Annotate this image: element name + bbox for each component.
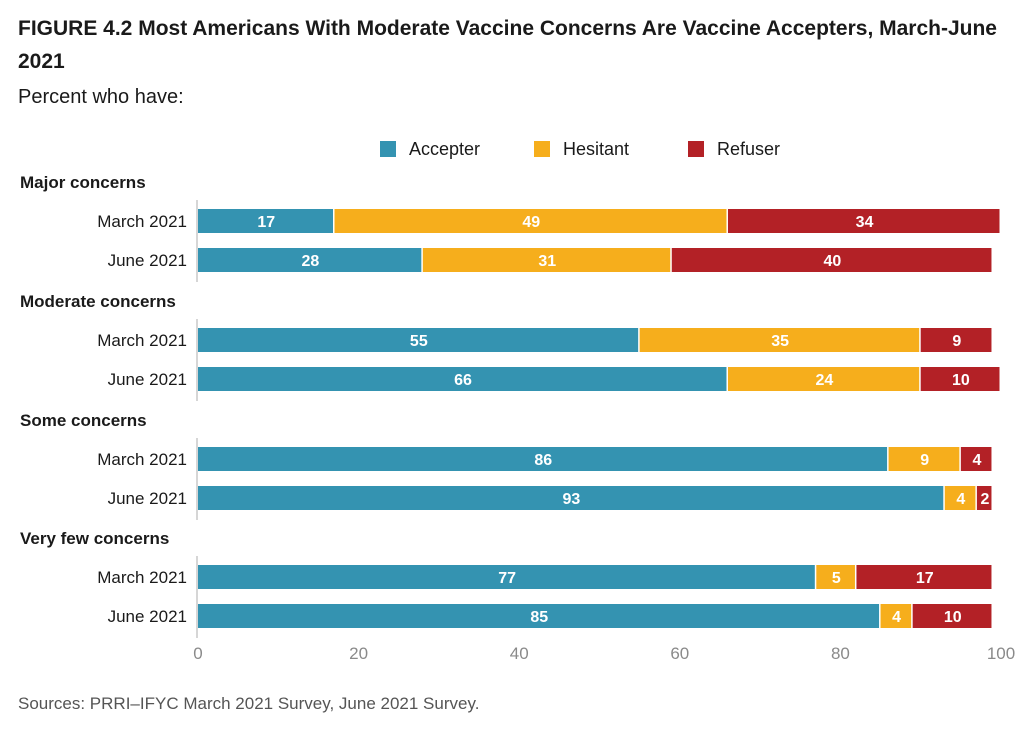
row-label: June 2021 bbox=[108, 251, 187, 270]
row-label: March 2021 bbox=[97, 212, 187, 231]
data-label-hesitant: 49 bbox=[522, 214, 540, 231]
bar-segment-refuser bbox=[920, 367, 1000, 391]
data-label-accepter: 17 bbox=[257, 214, 275, 231]
bar-segment-accepter bbox=[198, 328, 639, 352]
bar-segment-refuser bbox=[671, 248, 992, 272]
bar-segment-hesitant bbox=[880, 604, 912, 628]
bar-segment-refuser bbox=[960, 447, 992, 471]
group-label: Some concerns bbox=[20, 411, 147, 430]
stacked-bar-chart: Accepter Hesitant Refuser Major concerns Mar… bbox=[20, 139, 1015, 663]
data-label-accepter: 93 bbox=[562, 491, 580, 508]
data-label-accepter: 66 bbox=[454, 372, 472, 389]
x-tick-label: 40 bbox=[510, 644, 529, 663]
legend-label-hesitant: Hesitant bbox=[563, 139, 629, 159]
bar-segment-refuser bbox=[976, 486, 992, 510]
bar-segment-hesitant bbox=[944, 486, 976, 510]
data-label-refuser: 9 bbox=[952, 333, 961, 350]
data-label-hesitant: 24 bbox=[815, 372, 833, 389]
data-label-accepter: 86 bbox=[534, 452, 552, 469]
data-label-hesitant: 5 bbox=[832, 570, 841, 587]
data-label-hesitant: 4 bbox=[892, 609, 901, 626]
x-tick-label: 100 bbox=[987, 644, 1015, 663]
data-label-refuser: 10 bbox=[952, 372, 970, 389]
bar-segment-refuser bbox=[912, 604, 992, 628]
group-label: Very few concerns bbox=[20, 529, 169, 548]
data-label-refuser: 10 bbox=[944, 609, 962, 626]
row-label: June 2021 bbox=[108, 370, 187, 389]
data-label-accepter: 77 bbox=[498, 570, 516, 587]
data-label-refuser: 34 bbox=[856, 214, 874, 231]
bar-segment-accepter bbox=[198, 367, 727, 391]
bar-segment-hesitant bbox=[888, 447, 960, 471]
legend-swatch-hesitant bbox=[534, 141, 550, 157]
bar-segment-accepter bbox=[198, 248, 422, 272]
data-label-refuser: 2 bbox=[980, 491, 989, 508]
bar-segment-hesitant bbox=[727, 367, 920, 391]
row-label: March 2021 bbox=[97, 450, 187, 469]
data-label-hesitant: 4 bbox=[956, 491, 965, 508]
data-label-accepter: 55 bbox=[410, 333, 428, 350]
x-tick-label: 0 bbox=[193, 644, 202, 663]
bar-segment-accepter bbox=[198, 565, 815, 589]
row-label: June 2021 bbox=[108, 489, 187, 508]
chart-subtitle: Percent who have: bbox=[18, 86, 184, 108]
bar-segment-hesitant bbox=[422, 248, 671, 272]
legend-swatch-accepter bbox=[380, 141, 396, 157]
legend-swatch-refuser bbox=[688, 141, 704, 157]
x-tick-label: 20 bbox=[349, 644, 368, 663]
row-label: June 2021 bbox=[108, 607, 187, 626]
source-note: Sources: PRRI–IFYC March 2021 Survey, Ju… bbox=[18, 694, 480, 713]
group-label: Moderate concerns bbox=[20, 292, 176, 311]
bar-segment-refuser bbox=[727, 209, 1000, 233]
legend-label-accepter: Accepter bbox=[409, 139, 480, 159]
bar-segment-accepter bbox=[198, 447, 888, 471]
bar-segment-accepter bbox=[198, 604, 880, 628]
data-label-refuser: 40 bbox=[823, 253, 841, 270]
x-tick-label: 80 bbox=[831, 644, 850, 663]
data-label-refuser: 17 bbox=[916, 570, 934, 587]
data-label-accepter: 28 bbox=[302, 253, 320, 270]
chart-title: FIGURE 4.2 Most Americans With Moderate … bbox=[18, 17, 997, 73]
legend-label-refuser: Refuser bbox=[717, 139, 780, 159]
bar-segment-hesitant bbox=[639, 328, 920, 352]
data-label-hesitant: 35 bbox=[771, 333, 789, 350]
data-label-refuser: 4 bbox=[972, 452, 981, 469]
bar-segment-accepter bbox=[198, 209, 334, 233]
group-label: Major concerns bbox=[20, 173, 146, 192]
data-label-accepter: 85 bbox=[530, 609, 548, 626]
bar-segment-refuser bbox=[920, 328, 992, 352]
bar-segment-hesitant bbox=[816, 565, 855, 589]
data-label-hesitant: 9 bbox=[920, 452, 929, 469]
data-label-hesitant: 31 bbox=[538, 253, 556, 270]
row-label: March 2021 bbox=[97, 568, 187, 587]
row-label: March 2021 bbox=[97, 331, 187, 350]
bar-segment-accepter bbox=[198, 486, 944, 510]
x-tick-label: 60 bbox=[670, 644, 689, 663]
bar-segment-refuser bbox=[856, 565, 992, 589]
bar-segment-hesitant bbox=[334, 209, 727, 233]
